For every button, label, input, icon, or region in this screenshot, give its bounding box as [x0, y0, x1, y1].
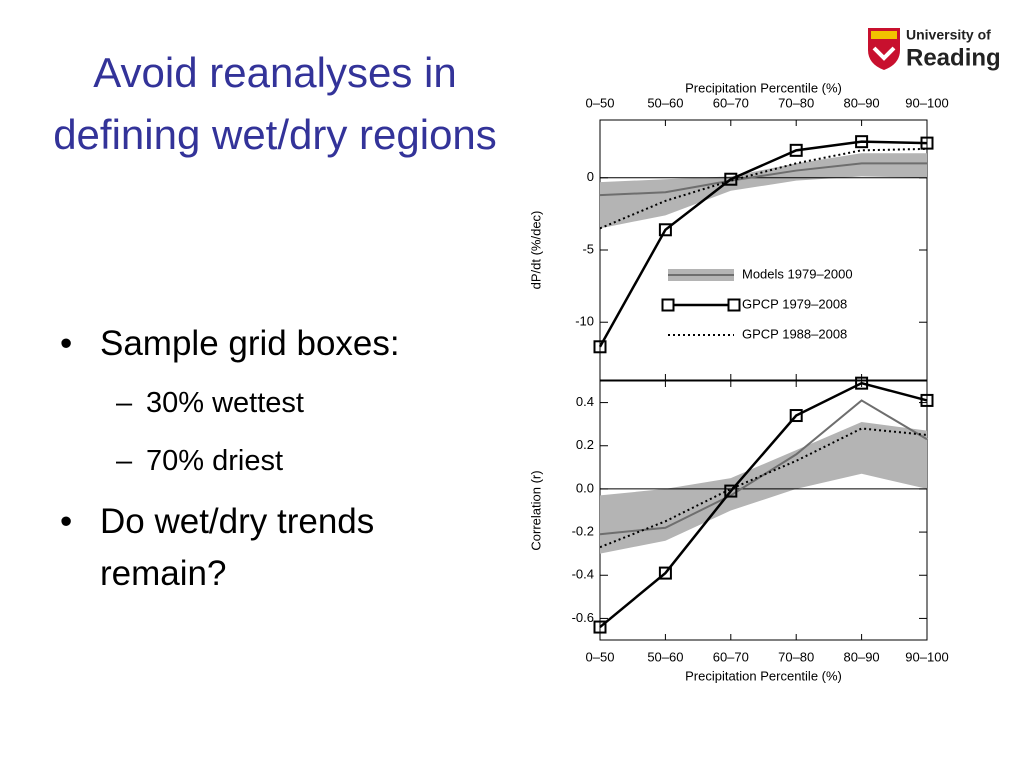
- model-band: [600, 153, 927, 229]
- sub-bullet: 30% wettest: [100, 374, 506, 432]
- y-tick-label: 0.0: [576, 480, 594, 495]
- slide-title: Avoid reanalyses in defining wet/dry reg…: [53, 49, 497, 158]
- bullet-text: Do wet/dry trends remain?: [100, 502, 375, 593]
- x-tick-label: 60–70: [713, 95, 749, 110]
- marker: [658, 566, 672, 580]
- x-tick-label: 80–90: [844, 95, 880, 110]
- bullet-text: Sample grid boxes:: [100, 324, 400, 363]
- x-tick-label: 90–100: [905, 649, 948, 664]
- logo: University of Reading: [868, 27, 1001, 71]
- y-tick-label: -10: [575, 314, 594, 329]
- y-axis-label: dP/dt (%/dec): [528, 211, 543, 290]
- marker: [658, 223, 672, 237]
- logo-line1: University of: [906, 27, 991, 43]
- x-tick-label: 50–60: [647, 95, 683, 110]
- series-line: [599, 162, 927, 197]
- sub-list: 30% wettest 70% driest: [100, 374, 506, 490]
- x-tick-label: 60–70: [713, 649, 749, 664]
- marker: [593, 620, 607, 634]
- y-tick-label: -0.2: [572, 524, 594, 539]
- x-tick-label: 70–80: [778, 649, 814, 664]
- sub-bullet: 70% driest: [100, 432, 506, 490]
- x-axis-label: Precipitation Percentile (%): [685, 80, 842, 95]
- marker: [855, 376, 869, 390]
- bullet-list: Sample grid boxes: 30% wettest 70% dries…: [56, 318, 506, 600]
- marker: [789, 409, 803, 423]
- marker: [920, 393, 934, 407]
- marker: [724, 484, 738, 498]
- legend-marker: [661, 298, 675, 312]
- legend-label: Models 1979–2000: [742, 266, 853, 281]
- y-tick-label: 0.2: [576, 437, 594, 452]
- legend-marker: [727, 298, 741, 312]
- y-tick-label: 0.4: [576, 394, 594, 409]
- x-tick-label: 0–50: [586, 95, 615, 110]
- model-band: [600, 422, 927, 554]
- marker: [789, 143, 803, 157]
- x-axis-label: Precipitation Percentile (%): [685, 668, 842, 683]
- series-line: [599, 399, 928, 536]
- y-axis-label: Correlation (r): [528, 470, 543, 550]
- y-tick-label: -0.4: [572, 567, 594, 582]
- marker: [593, 340, 607, 354]
- y-tick-label: 0: [587, 169, 594, 184]
- x-tick-label: 50–60: [647, 649, 683, 664]
- y-tick-label: -5: [582, 241, 594, 256]
- bullet: Do wet/dry trends remain?: [56, 496, 506, 600]
- legend-label: GPCP 1979–2008: [742, 296, 847, 311]
- x-tick-label: 80–90: [844, 649, 880, 664]
- x-tick-label: 90–100: [905, 95, 948, 110]
- y-tick-label: -0.6: [572, 610, 594, 625]
- series-line: [598, 140, 928, 348]
- logo-chevron: [872, 46, 896, 61]
- x-tick-label: 70–80: [778, 95, 814, 110]
- legend-label: GPCP 1988–2008: [742, 326, 847, 341]
- logo-line2: Reading: [906, 44, 1001, 71]
- marker: [920, 136, 934, 150]
- marker: [855, 135, 869, 149]
- bullet: Sample grid boxes: 30% wettest 70% dries…: [56, 318, 506, 490]
- logo-band: [871, 31, 897, 39]
- series-line: [599, 381, 928, 629]
- x-tick-label: 0–50: [586, 649, 615, 664]
